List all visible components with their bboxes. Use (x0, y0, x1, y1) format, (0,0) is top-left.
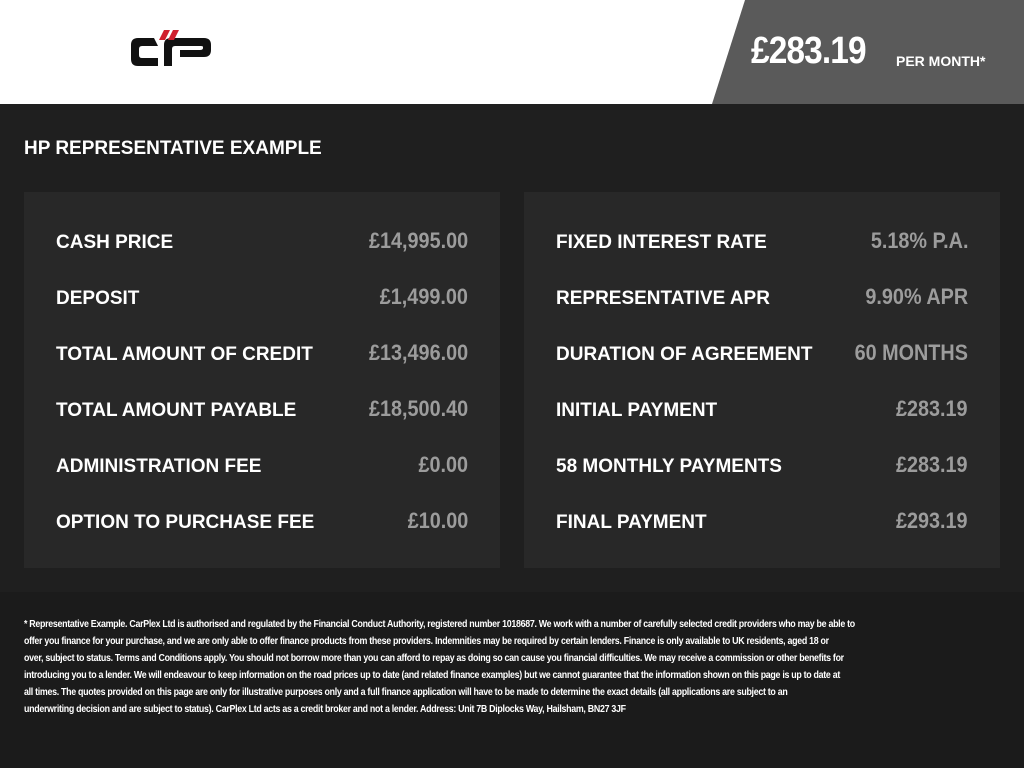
disclaimer-line: underwriting decision and are subject to… (24, 704, 626, 715)
row-label: TOTAL AMOUNT PAYABLE (56, 400, 297, 421)
row-label: ADMINISTRATION FEE (56, 456, 262, 477)
row-value: £283.19 (896, 396, 968, 421)
row-label: OPTION TO PURCHASE FEE (56, 512, 315, 533)
row-value: £1,499.00 (379, 284, 468, 309)
row-label: INITIAL PAYMENT (556, 400, 718, 421)
finance-row: DEPOSIT £1,499.00 (56, 284, 468, 318)
disclaimer-line: introducing you to a lender. We will end… (24, 670, 840, 681)
finance-row: INITIAL PAYMENT £283.19 (556, 396, 968, 430)
finance-row: ADMINISTRATION FEE £0.00 (56, 452, 468, 486)
row-label: FIXED INTEREST RATE (556, 232, 767, 253)
row-label: DURATION OF AGREEMENT (556, 344, 813, 365)
finance-row: DURATION OF AGREEMENT 60 MONTHS (556, 340, 968, 374)
row-label: CASH PRICE (56, 232, 174, 253)
row-value: £14,995.00 (368, 228, 468, 253)
disclaimer-line: offer you finance for your purchase, and… (24, 636, 829, 647)
page-title: HP REPRESENTATIVE EXAMPLE (24, 138, 322, 159)
carplex-logo[interactable] (128, 30, 214, 72)
footer (0, 592, 1024, 768)
finance-row: CASH PRICE £14,995.00 (56, 228, 468, 262)
row-label: FINAL PAYMENT (556, 512, 707, 533)
finance-row: FINAL PAYMENT £293.19 (556, 508, 968, 542)
finance-panel-right: FIXED INTEREST RATE 5.18% P.A. REPRESENTAT… (524, 192, 1000, 568)
disclaimer-line: * Representative Example. CarPlex Ltd is… (24, 619, 855, 630)
row-label: DEPOSIT (56, 288, 140, 309)
row-value: £18,500.40 (368, 396, 468, 421)
per-month-label: PER MONTH* (896, 53, 986, 69)
row-value: £13,496.00 (368, 340, 468, 365)
finance-row: REPRESENTATIVE APR 9.90% APR (556, 284, 968, 318)
row-value: £293.19 (896, 508, 968, 533)
finance-panel-left: CASH PRICE £14,995.00 DEPOSIT £1,499.00 TOTA… (24, 192, 500, 568)
row-value: £283.19 (896, 452, 968, 477)
row-label: TOTAL AMOUNT OF CREDIT (56, 344, 313, 365)
row-value: 5.18% P.A. (870, 228, 968, 253)
disclaimer-line: all times. The quotes provided on this p… (24, 687, 788, 698)
finance-row: OPTION TO PURCHASE FEE £10.00 (56, 508, 468, 542)
finance-row: 58 MONTHLY PAYMENTS £283.19 (556, 452, 968, 486)
row-value: 9.90% APR (865, 284, 968, 309)
row-label: 58 MONTHLY PAYMENTS (556, 456, 782, 477)
monthly-price: £283.19 (751, 30, 867, 72)
row-value: £0.00 (418, 452, 468, 477)
row-value: 60 MONTHS (854, 340, 968, 365)
finance-row: TOTAL AMOUNT OF CREDIT £13,496.00 (56, 340, 468, 374)
price-banner (712, 0, 1024, 104)
row-label: REPRESENTATIVE APR (556, 288, 770, 309)
row-value: £10.00 (407, 508, 468, 533)
finance-row: FIXED INTEREST RATE 5.18% P.A. (556, 228, 968, 262)
disclaimer-line: over, subject to status. Terms and Condi… (24, 653, 844, 664)
finance-row: TOTAL AMOUNT PAYABLE £18,500.40 (56, 396, 468, 430)
disclaimer: * Representative Example. CarPlex Ltd is… (24, 616, 990, 718)
